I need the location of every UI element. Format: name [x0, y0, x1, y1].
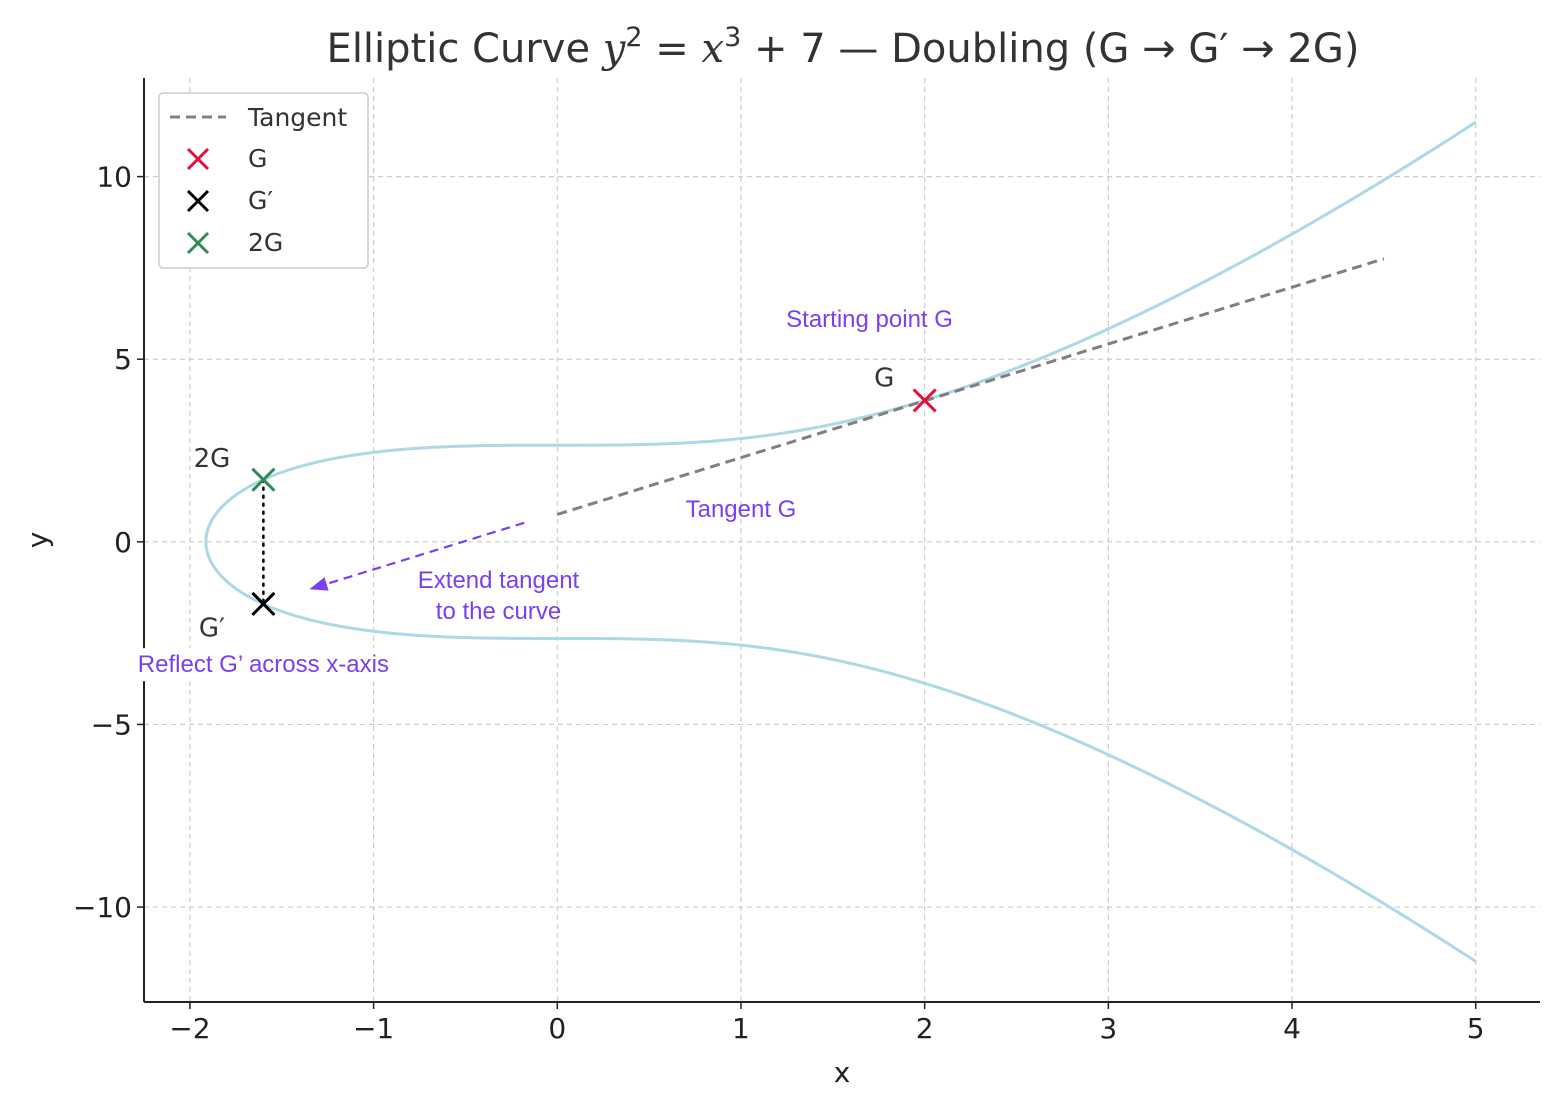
legend-marker-1-stroke-b [186, 189, 210, 213]
y-tick-label-2: 0 [114, 526, 132, 559]
legend-marker-0 [186, 147, 210, 171]
series-layer [204, 120, 1477, 963]
title-part: x [702, 26, 725, 72]
x-axis-label: x [834, 1056, 851, 1089]
legend-label-2: 2G [248, 228, 283, 257]
legend-marker-0-stroke-b [186, 147, 210, 171]
annotation-backing-over-axis [133, 648, 393, 682]
point-label-2: G′ [199, 614, 225, 644]
grid [144, 78, 1540, 1002]
x-tick-label-5: 3 [1099, 1012, 1117, 1045]
legend-label-1: G′ [248, 186, 273, 215]
x-tick-label-6: 4 [1283, 1012, 1301, 1045]
y-tick-label-0: −10 [73, 891, 132, 924]
title-part: + 7 [741, 26, 825, 72]
legend-box [158, 92, 369, 269]
point-marker-2-stroke-b [251, 467, 276, 492]
point-label-0: G [874, 363, 894, 393]
point-marker-0-stroke-b [912, 388, 937, 413]
y-axis-label: y [21, 532, 54, 549]
elliptic-curve-line [204, 120, 1477, 963]
legend-marker-1 [186, 189, 210, 213]
annotations: G 2G G′ Starting point G Tangent G Extend tan… [133, 306, 953, 682]
annotation-0: Starting point G [786, 306, 953, 333]
extend-tangent-arrow-head [309, 577, 329, 591]
y-tick-label-3: 5 [114, 343, 132, 376]
title-part: y [601, 26, 627, 72]
x-tick-label-3: 1 [732, 1012, 750, 1045]
axes: Reflect G’ across x-axis−2 −1 0 1 2 3 4 5−10−50… [21, 78, 1540, 1089]
legend-marker-2 [186, 231, 210, 255]
annotation-2: Extend tangent [418, 567, 580, 594]
title-part: 2 [625, 22, 642, 53]
point-label-1: 2G [194, 444, 231, 474]
x-tick-label-2: 0 [548, 1012, 566, 1045]
y-tick-label-4: 10 [96, 161, 132, 194]
chart-title: Elliptic Curve y2 = x3 + 7 — Doubling (G… [327, 22, 1360, 72]
annotation-3: to the curve [436, 598, 561, 625]
annotation-1: Tangent G [686, 496, 797, 523]
title-part: 3 [724, 22, 741, 53]
y-tick-label-1: −5 [91, 708, 132, 741]
x-tick-label-4: 2 [916, 1012, 934, 1045]
point-marker-2 [251, 467, 276, 492]
legend-label-0: G [248, 144, 267, 173]
title-part: — Doubling (G → G′ → 2G) [826, 26, 1360, 72]
legend-label-tangent: Tangent [247, 103, 347, 132]
annotation-over-axis: Reflect G’ across x-axis [138, 651, 389, 678]
x-tick-label-7: 5 [1467, 1012, 1485, 1045]
extend-tangent-arrow-shaft [326, 521, 525, 586]
title-part: = [643, 26, 702, 72]
tangent-line [556, 257, 1385, 516]
x-tick-label-0: −2 [169, 1012, 210, 1045]
point-marker-1-stroke-b [251, 591, 276, 616]
point-marker-0 [912, 388, 937, 413]
x-tick-label-1: −1 [353, 1012, 394, 1045]
title-text: Elliptic Curve y2 = x3 + 7 — Doubling (G… [327, 22, 1360, 72]
legend-marker-2-stroke-b [186, 231, 210, 255]
legend: Tangent G G′ 2G [158, 92, 369, 269]
point-marker-1 [251, 591, 276, 616]
title-part: Elliptic Curve [327, 26, 603, 72]
